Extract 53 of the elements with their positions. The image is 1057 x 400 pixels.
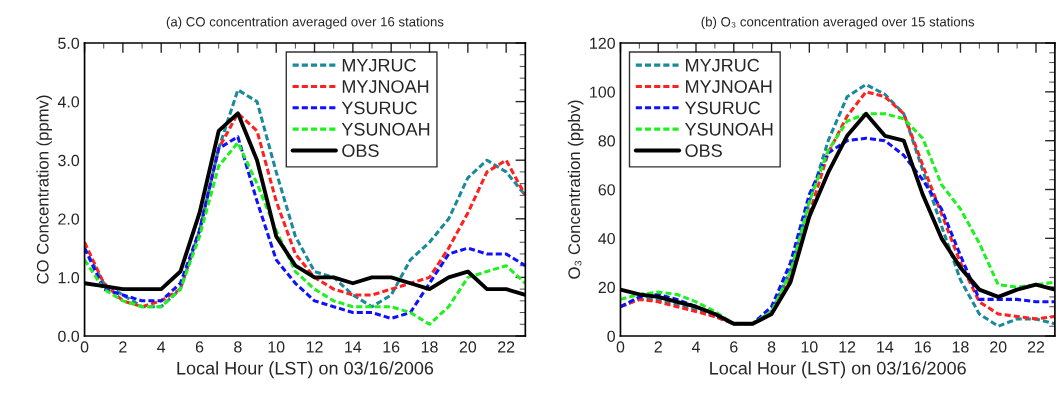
x-tick-label: 8 [767,341,776,353]
legend-label: MYJNOAH [686,80,772,93]
x-tick-label: 4 [157,341,166,353]
y-tick-label: 40 [598,232,615,245]
legend-label: YSURUC [684,101,761,115]
x-tick-label: 22 [498,341,515,353]
y-tick-label: 2.0 [58,213,80,225]
chart-title: (b) O₃ concentration averaged over 15 stations [701,16,975,30]
x-tick-label: 12 [839,341,856,353]
x-tick-label: 2 [119,341,127,353]
x-tick-label: 4 [691,341,700,353]
y-tick-label: 5.0 [58,37,80,49]
x-tick-label: 0 [80,341,89,353]
legend-label: YSUNOAH [341,122,430,136]
x-tick-label: 0 [616,341,625,353]
y-tick-label: 1.0 [58,272,80,284]
y-tick-label: 100 [590,86,615,98]
legend-label: YSUNOAH [684,122,773,136]
y-tick-label: 0 [607,330,615,342]
y-tick-label: 3.0 [58,154,80,167]
x-tick-label: 20 [459,341,477,353]
y-axis-title: CO Concentration (ppmv) [36,95,52,284]
x-tick-label: 22 [1027,341,1045,353]
x-axis-title: Local Hour (LST) on 03/16/2006 [710,361,966,379]
x-tick-label: 12 [306,341,323,353]
y-tick-label: 80 [598,135,615,147]
legend-label: OBS [685,144,722,157]
x-tick-label: 20 [990,341,1007,353]
x-tick-label: 10 [801,341,818,353]
x-tick-label: 6 [730,341,738,353]
x-axis-title: Local Hour (LST) on 03/16/2006 [177,361,434,379]
x-tick-label: 6 [195,341,204,353]
y-tick-label: 120 [590,37,615,49]
y-tick-label: 20 [598,281,615,294]
y-tick-label: 4.0 [57,96,80,108]
legend-label: YSURUC [341,101,417,115]
y-axis-title: O₃ Concentration (ppbv) [567,100,584,279]
legend-label: OBS [342,144,379,157]
x-tick-label: 18 [952,341,969,353]
x-tick-label: 14 [877,341,894,353]
legend-label: MYJRUC [342,58,416,72]
x-tick-label: 10 [268,341,285,353]
legend-label: MYJRUC [686,58,760,72]
chart-title: (a) CO concentration averaged over 16 stations [166,16,444,30]
x-tick-label: 8 [234,341,242,353]
x-tick-label: 2 [654,341,662,353]
x-tick-label: 16 [383,341,400,353]
y-tick-label: 60 [598,184,615,196]
legend-label: MYJNOAH [342,80,429,93]
x-tick-label: 16 [915,341,931,353]
x-tick-label: 14 [345,341,362,353]
y-tick-label: 0.0 [58,330,80,342]
x-tick-label: 18 [421,341,438,353]
